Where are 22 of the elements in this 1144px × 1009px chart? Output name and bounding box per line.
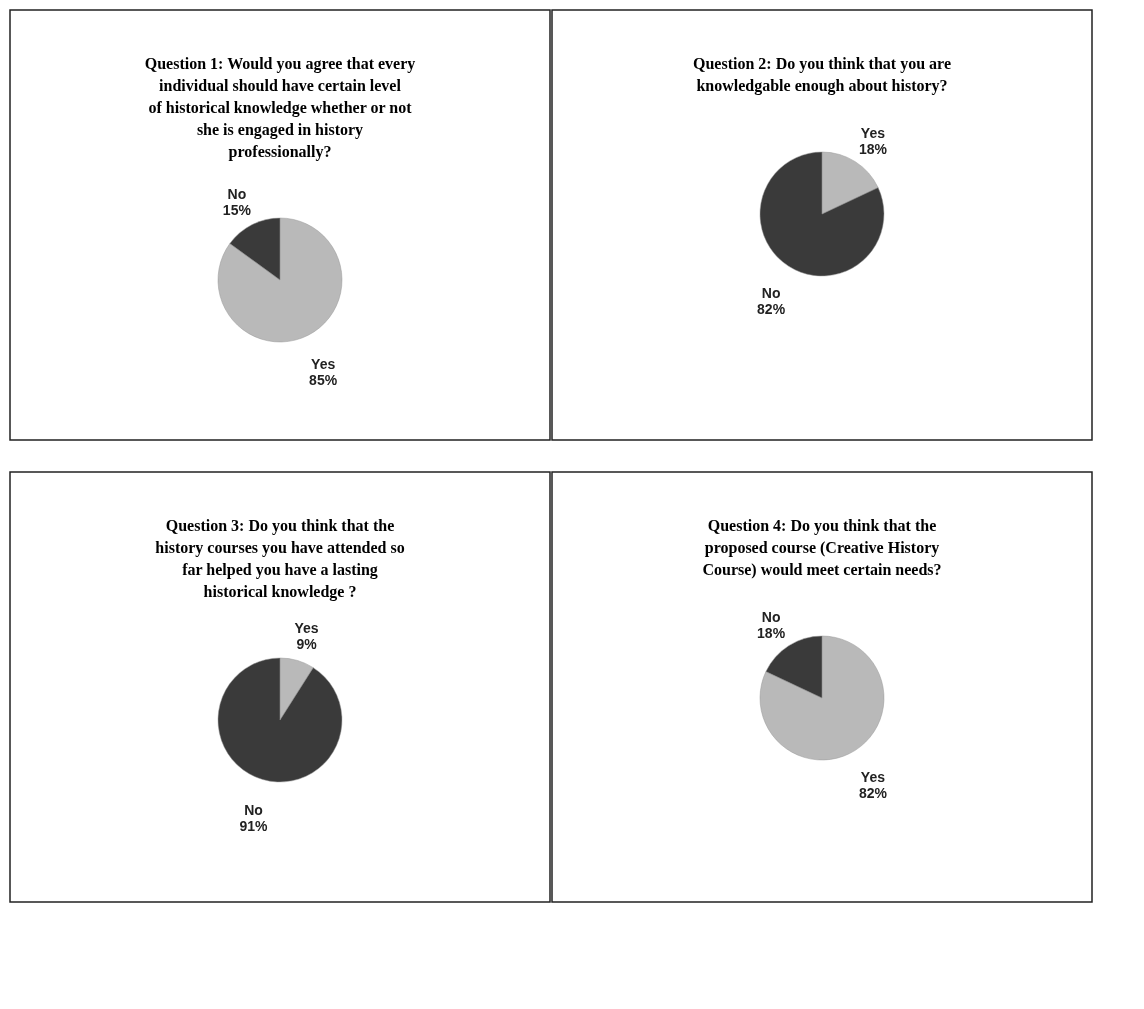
slice-label: Yes (860, 769, 886, 786)
data-label: 82% (757, 301, 786, 318)
pie-slice (217, 657, 343, 783)
data-label: 18% (858, 140, 888, 157)
chart-title: Question 4: Do you think that the proposed course (Creative History Course) would meet certain needs? (702, 517, 942, 579)
data-label: 15% (222, 202, 252, 219)
slice-label: No (761, 608, 781, 625)
slice-label: Yes (294, 619, 319, 636)
data-label: 91% (239, 818, 269, 835)
slice-label: Yes (311, 355, 336, 372)
slice-label: No (244, 802, 263, 819)
chart-title: Question 3: Do you think that the history courses you have attended so far helped you have a lasting historical knowledge ? (155, 517, 405, 601)
chart-title: Question 2: Do you think that you are knowledgable enough about history? (693, 55, 951, 95)
data-label: 9% (296, 635, 318, 652)
slice-label: Yes (860, 124, 886, 141)
slice-label: No (761, 285, 781, 302)
pie-slice (217, 217, 343, 343)
data-label: 85% (309, 371, 338, 388)
chart-title: Question 1: Would you agree that every individual should have certain level of historical knowledge whether or not she is engaged in history professionally? (144, 55, 416, 161)
data-label: 18% (757, 624, 786, 641)
data-label: 82% (858, 785, 888, 802)
slice-label: No (227, 186, 247, 203)
